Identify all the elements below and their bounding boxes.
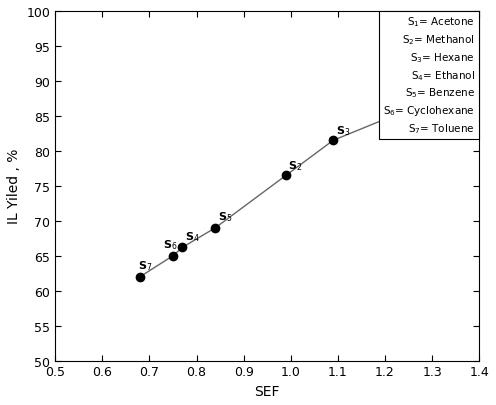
Text: S$_1$= Acetone
S$_2$= Methanol
S$_3$= Hexane
S$_4$= Ethanol
S$_5$= Benzene
S$_6$: S$_1$= Acetone S$_2$= Methanol S$_3$= He… — [383, 15, 475, 136]
X-axis label: SEF: SEF — [254, 384, 280, 398]
Text: S$_4$: S$_4$ — [185, 229, 199, 243]
Y-axis label: IL Yiled , %: IL Yiled , % — [7, 149, 21, 224]
Text: S$_1$: S$_1$ — [430, 86, 444, 99]
Text: S$_6$: S$_6$ — [163, 238, 177, 252]
Text: S$_2$: S$_2$ — [288, 159, 303, 173]
Text: S$_7$: S$_7$ — [138, 259, 152, 273]
Text: S$_3$: S$_3$ — [335, 124, 350, 138]
Text: S$_5$: S$_5$ — [218, 210, 232, 224]
